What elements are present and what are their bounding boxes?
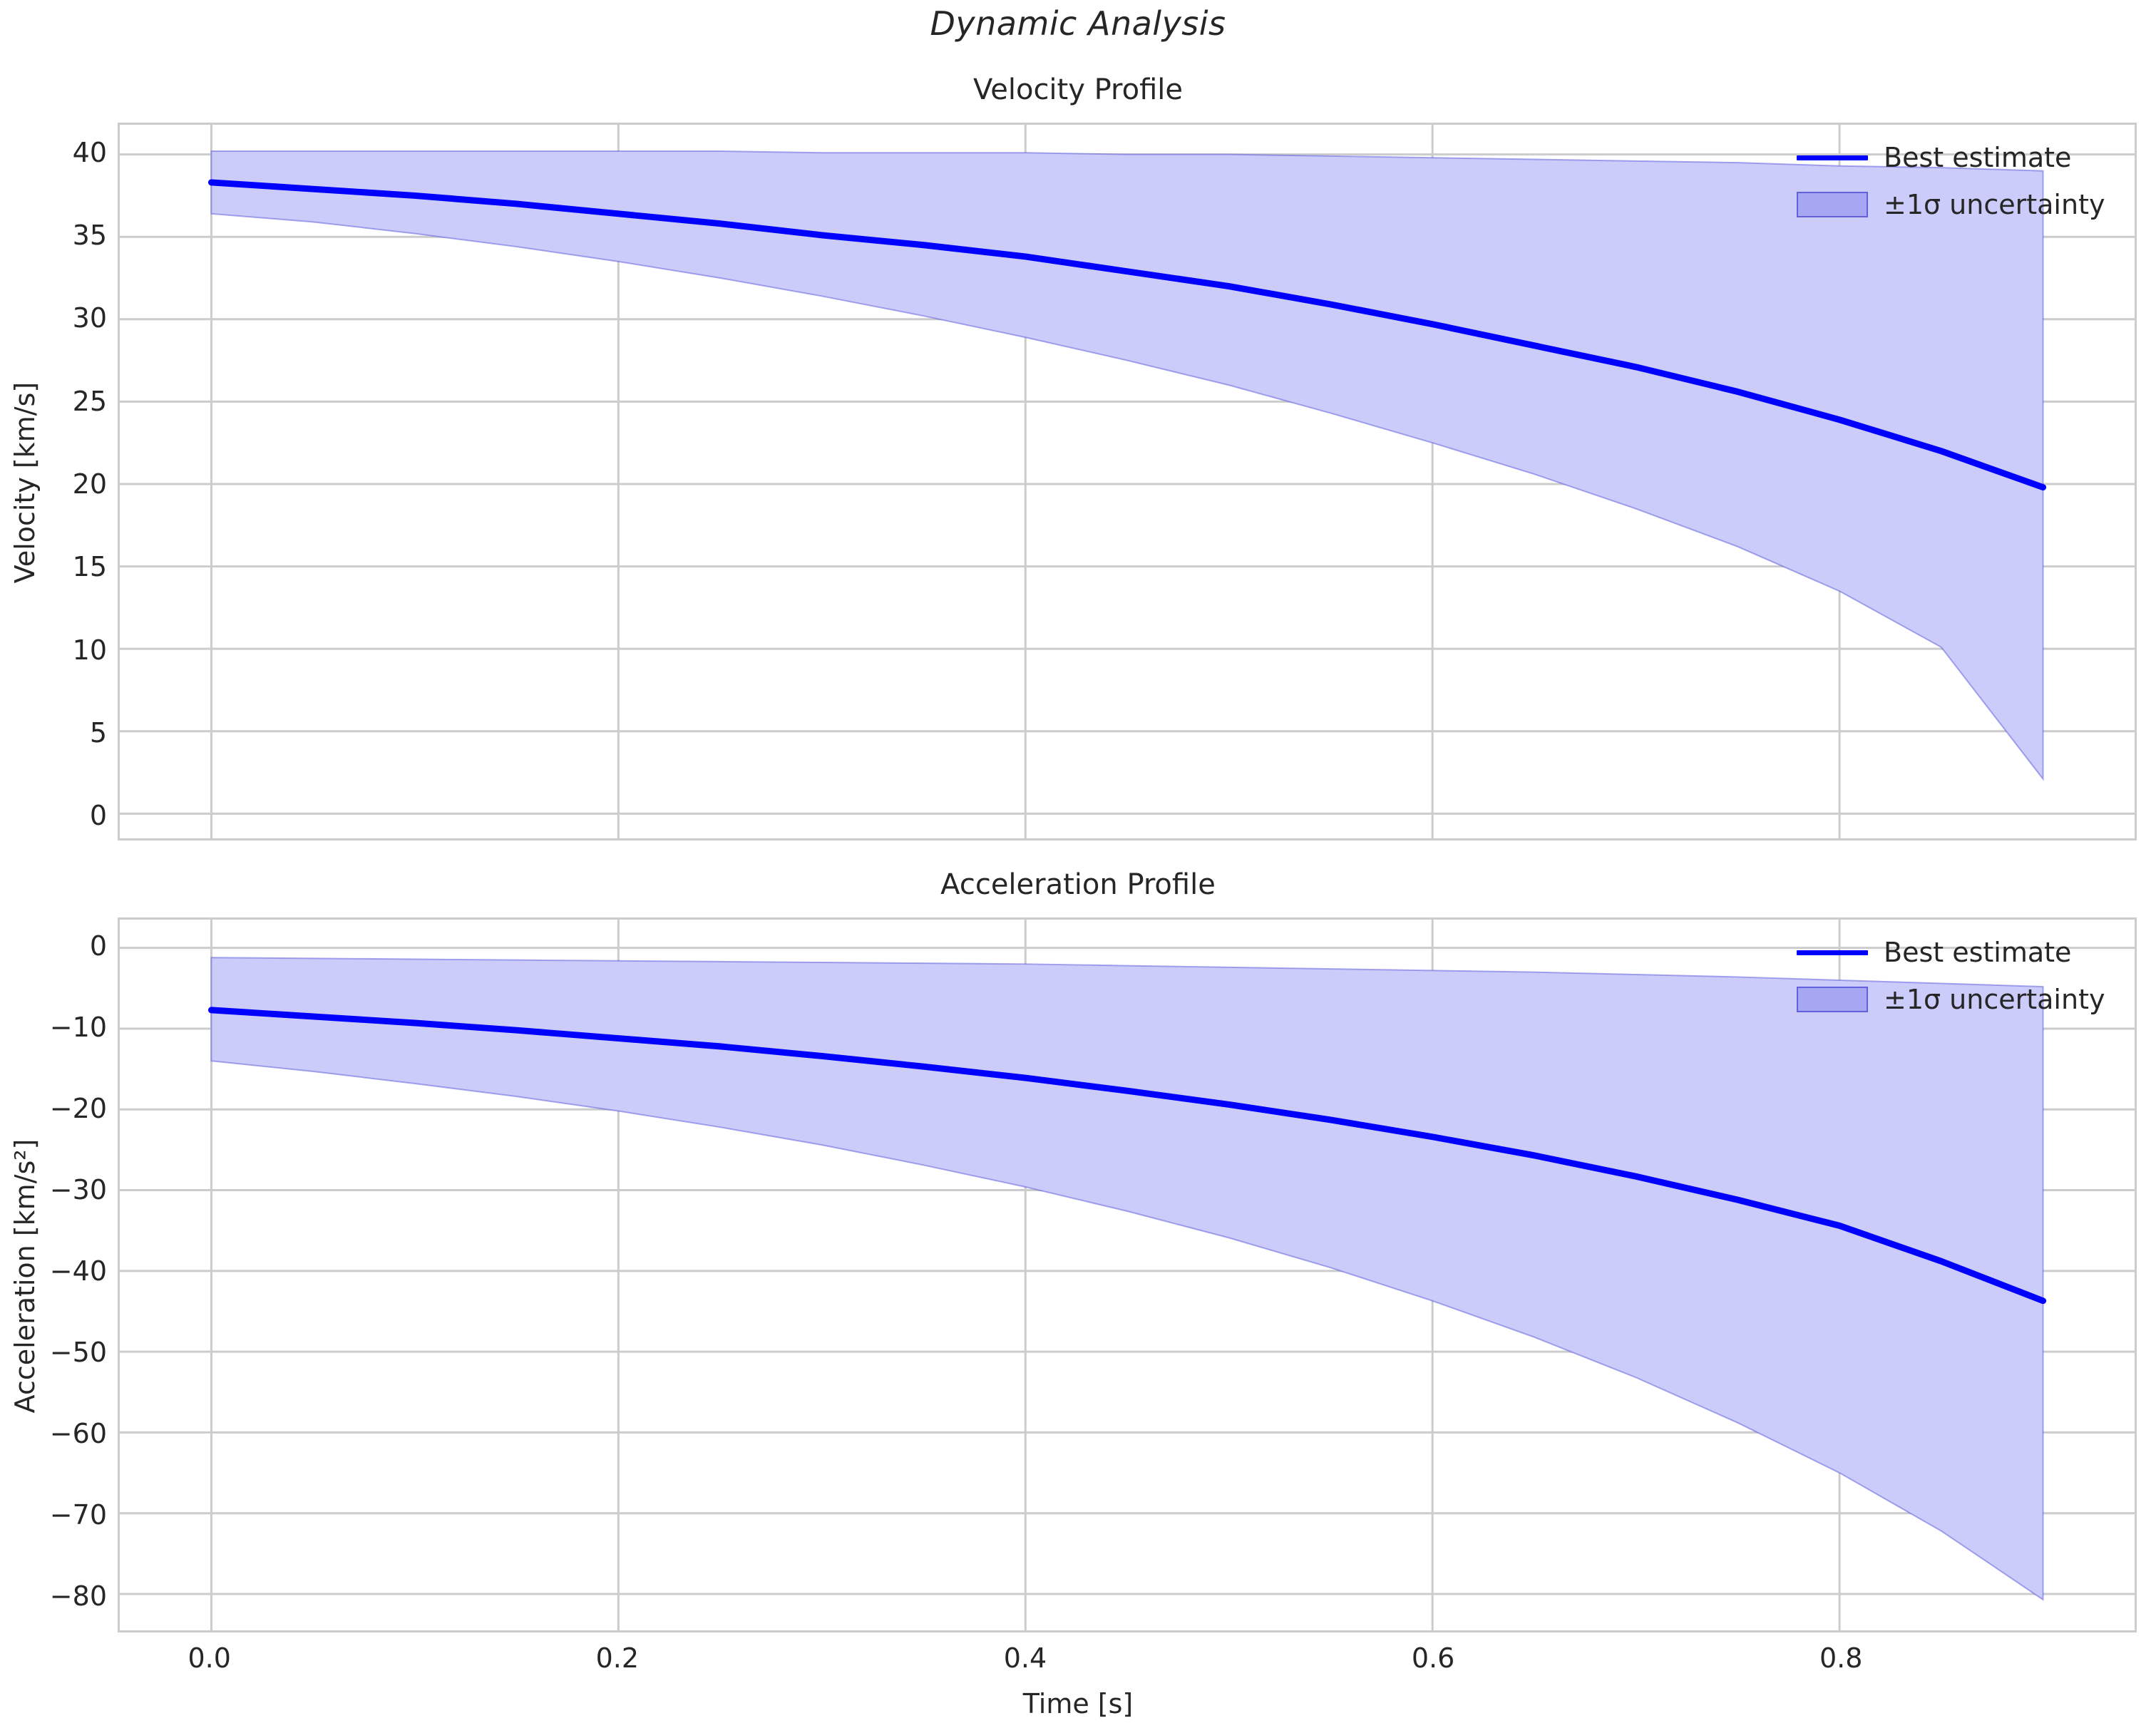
y-tick-label: 15 xyxy=(72,551,107,583)
x-tick-label: 0.6 xyxy=(1411,1642,1455,1674)
x-tick-label: 0.4 xyxy=(1003,1642,1047,1674)
legend-entry-best-estimate: Best estimate xyxy=(1797,936,2105,969)
y-tick-label: 25 xyxy=(72,385,107,417)
y-tick-label: 0 xyxy=(89,930,107,962)
y-tick-label: −40 xyxy=(49,1255,107,1287)
velocity-legend: Best estimate ±1σ uncertainty xyxy=(1797,141,2105,221)
x-axis-label: Time [s] xyxy=(1022,1688,1134,1719)
line-swatch-icon xyxy=(1797,950,1868,955)
legend-entry-uncertainty: ±1σ uncertainty xyxy=(1797,983,2105,1016)
y-tick-label: −20 xyxy=(49,1092,107,1124)
band-swatch-icon xyxy=(1797,192,1868,217)
y-tick-label: 20 xyxy=(72,468,107,500)
legend-entry-uncertainty: ±1σ uncertainty xyxy=(1797,188,2105,221)
band-swatch-icon xyxy=(1797,987,1868,1012)
y-tick-label: 5 xyxy=(89,716,107,749)
x-tick-label: 0.0 xyxy=(188,1642,231,1674)
acceleration-plot-area xyxy=(118,917,2137,1632)
acceleration-chart-svg xyxy=(120,920,2135,1630)
legend-label-best-estimate: Best estimate xyxy=(1884,142,2072,173)
y-tick-label: 0 xyxy=(89,800,107,832)
legend-label-best-estimate: Best estimate xyxy=(1884,937,2072,968)
velocity-y-axis-ticks: 0 5 10 15 20 25 30 35 40 xyxy=(7,123,107,840)
legend-label-uncertainty: ±1σ uncertainty xyxy=(1884,984,2105,1015)
y-tick-label: −60 xyxy=(49,1417,107,1449)
figure-suptitle: Dynamic Analysis xyxy=(930,4,1226,43)
velocity-y-axis-label: Velocity [km/s] xyxy=(9,381,41,584)
acceleration-subplot-title: Acceleration Profile xyxy=(940,868,1216,901)
y-tick-label: 40 xyxy=(72,136,107,168)
velocity-chart-svg xyxy=(120,125,2135,838)
y-tick-label: −70 xyxy=(49,1498,107,1531)
y-tick-label: −50 xyxy=(49,1336,107,1368)
acceleration-y-axis-label: Acceleration [km/s²] xyxy=(9,1138,41,1414)
y-tick-label: −10 xyxy=(49,1011,107,1043)
y-tick-label: −80 xyxy=(49,1580,107,1612)
legend-entry-best-estimate: Best estimate xyxy=(1797,141,2105,174)
line-swatch-icon xyxy=(1797,155,1868,160)
x-tick-label: 0.2 xyxy=(595,1642,640,1674)
x-tick-label: 0.8 xyxy=(1819,1642,1863,1674)
y-tick-label: −30 xyxy=(49,1173,107,1205)
legend-label-uncertainty: ±1σ uncertainty xyxy=(1884,189,2105,220)
y-tick-label: 30 xyxy=(72,302,107,334)
acceleration-y-axis-ticks: 0 −10 −20 −30 −40 −50 −60 −70 −80 xyxy=(7,917,107,1632)
acceleration-legend: Best estimate ±1σ uncertainty xyxy=(1797,936,2105,1016)
velocity-subplot-title: Velocity Profile xyxy=(972,73,1183,106)
y-tick-label: 35 xyxy=(72,220,107,252)
velocity-plot-area xyxy=(118,123,2137,840)
y-tick-label: 10 xyxy=(72,634,107,666)
